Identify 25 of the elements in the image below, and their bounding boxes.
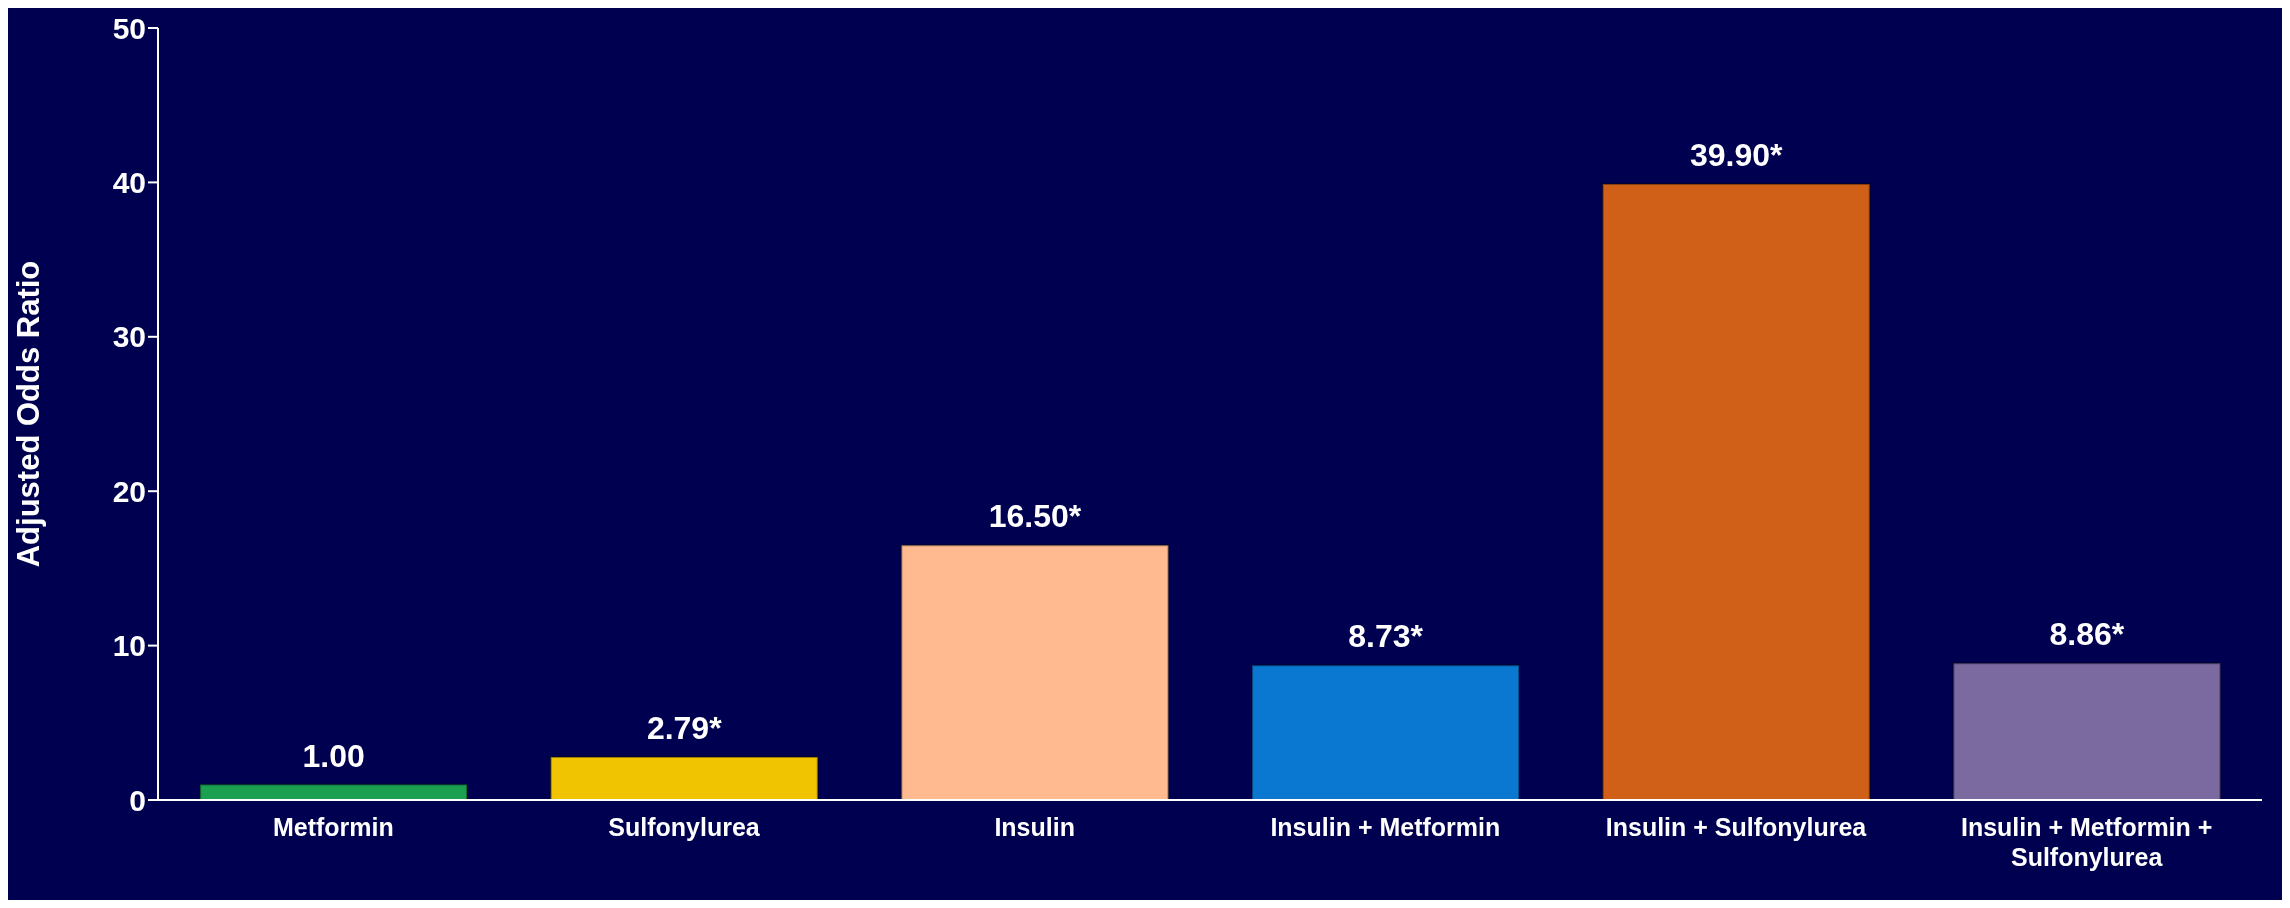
- y-tick-label: 40: [112, 166, 146, 200]
- y-tick-label: 10: [112, 629, 146, 663]
- data-label: 16.50*: [988, 498, 1082, 535]
- bar: [900, 544, 1170, 800]
- bar: [1251, 664, 1521, 800]
- y-axis-title: Adjusted Odds Ratio: [11, 260, 47, 568]
- bar: [549, 755, 819, 800]
- y-tick-label: 0: [129, 783, 146, 817]
- data-label: 2.79*: [646, 709, 723, 746]
- y-tick-label: 20: [112, 474, 146, 508]
- data-label: 39.90*: [1689, 136, 1784, 173]
- y-tick-label: 50: [112, 11, 146, 45]
- x-tick-label: Insulin + Sulfonylurea: [1605, 813, 1868, 841]
- bar: [1601, 182, 1871, 800]
- x-tick-label: Insulin: [994, 813, 1075, 841]
- bar: [199, 783, 469, 800]
- y-tick-label: 30: [112, 320, 146, 354]
- x-tick-label: Insulin + Metformin + Sulfonylurea: [1960, 813, 2213, 871]
- bar: [1952, 662, 2222, 800]
- x-tick-label: Insulin + Metformin: [1270, 813, 1501, 841]
- data-label: 8.73*: [1348, 618, 1424, 655]
- x-tick-label: Metformin: [272, 813, 394, 841]
- data-label: 1.00: [302, 737, 365, 774]
- x-tick-label: Sulfonylurea: [608, 813, 761, 841]
- data-label: 8.86*: [2049, 616, 2125, 653]
